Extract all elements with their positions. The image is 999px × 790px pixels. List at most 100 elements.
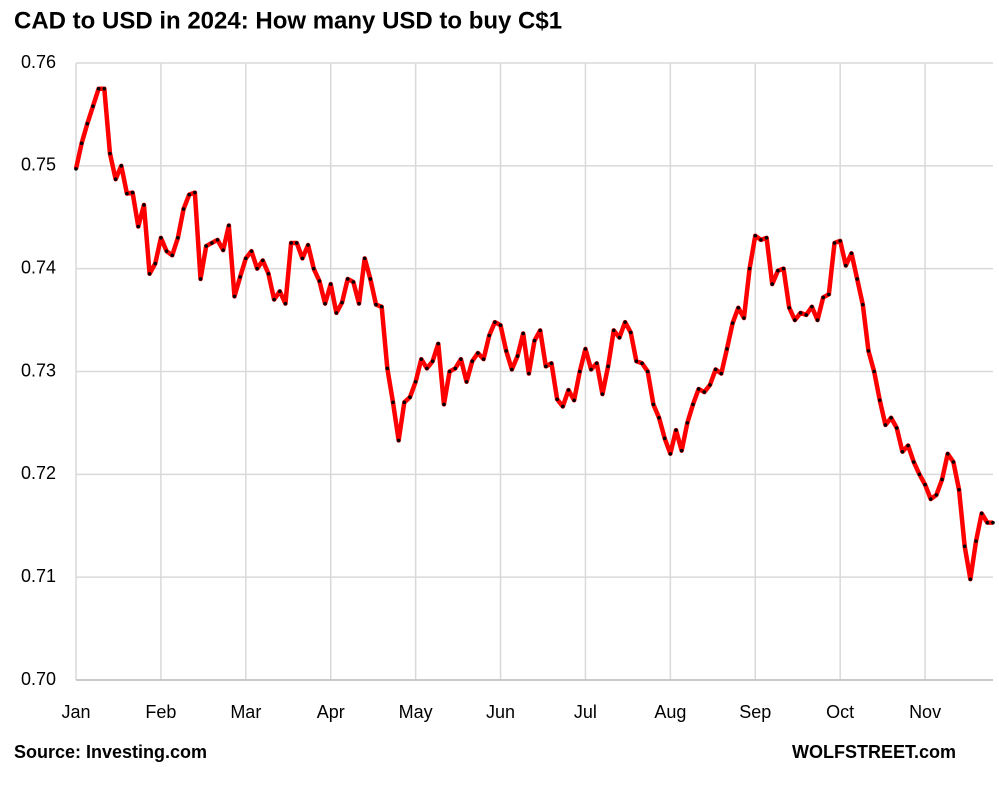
point <box>798 311 803 315</box>
y-tick-label: 0.72 <box>21 463 56 483</box>
x-tick-label: Jul <box>574 702 597 722</box>
point <box>317 279 322 283</box>
point <box>91 104 95 108</box>
point <box>736 305 741 310</box>
point <box>594 361 599 366</box>
point <box>487 333 492 338</box>
point <box>481 357 486 361</box>
point <box>277 289 282 294</box>
point <box>238 275 242 279</box>
point <box>934 493 939 497</box>
point <box>623 320 627 324</box>
point <box>385 366 390 371</box>
point <box>436 341 441 346</box>
point <box>266 272 271 276</box>
y-tick-label: 0.75 <box>21 155 56 175</box>
point <box>742 316 746 320</box>
point <box>974 539 978 543</box>
point <box>119 164 124 168</box>
point <box>662 436 667 441</box>
point <box>628 330 633 335</box>
point <box>793 318 797 322</box>
point <box>430 359 435 364</box>
point <box>306 243 310 247</box>
point <box>928 497 933 501</box>
point <box>130 190 135 195</box>
point <box>917 472 922 477</box>
point <box>764 236 769 240</box>
point <box>504 349 508 353</box>
point <box>968 577 973 582</box>
point <box>334 311 339 315</box>
point <box>804 313 809 317</box>
point <box>419 357 424 361</box>
point <box>900 449 905 454</box>
point <box>877 398 882 403</box>
point <box>600 392 605 396</box>
point <box>328 282 333 286</box>
point <box>906 443 910 448</box>
point <box>561 404 565 409</box>
point <box>566 388 571 392</box>
point <box>368 277 373 281</box>
point <box>527 371 531 376</box>
point <box>827 292 831 297</box>
point <box>668 451 673 456</box>
point <box>872 369 876 374</box>
point <box>657 415 661 420</box>
point <box>408 395 412 400</box>
point <box>425 366 429 371</box>
point <box>198 277 203 281</box>
point <box>810 304 814 309</box>
point <box>413 379 418 384</box>
point <box>883 423 888 427</box>
point <box>260 258 265 263</box>
point <box>634 359 639 364</box>
point <box>221 248 225 252</box>
point <box>470 359 475 364</box>
point <box>691 402 695 407</box>
point <box>357 301 361 306</box>
point <box>193 190 197 195</box>
point <box>747 266 752 271</box>
point <box>498 323 503 328</box>
y-tick-label: 0.74 <box>21 257 56 277</box>
point <box>108 151 112 156</box>
point <box>719 371 724 376</box>
point <box>294 241 299 245</box>
point <box>176 236 180 240</box>
point <box>702 390 707 394</box>
point <box>244 256 248 261</box>
point <box>464 379 469 384</box>
point <box>832 241 837 245</box>
point <box>674 428 678 432</box>
point <box>204 244 208 248</box>
point <box>402 400 407 405</box>
point <box>844 263 848 268</box>
point <box>549 361 554 366</box>
point <box>815 318 820 322</box>
x-tick-label: May <box>399 702 433 722</box>
point <box>617 335 622 340</box>
point <box>164 249 169 253</box>
point <box>459 357 463 361</box>
point <box>894 426 899 430</box>
x-tick-label: Jan <box>61 702 90 722</box>
point <box>945 451 950 456</box>
point <box>583 347 588 351</box>
x-tick-label: Sep <box>739 702 771 722</box>
point <box>232 294 237 299</box>
y-tick-label: 0.71 <box>21 566 56 586</box>
point <box>340 300 344 305</box>
point <box>940 477 944 482</box>
point <box>125 191 129 196</box>
point <box>979 511 984 516</box>
point <box>911 460 916 464</box>
point <box>606 364 610 369</box>
point <box>781 266 786 271</box>
point <box>759 238 763 242</box>
point <box>730 321 735 325</box>
point <box>651 402 656 407</box>
point <box>159 236 163 240</box>
point <box>515 354 520 358</box>
